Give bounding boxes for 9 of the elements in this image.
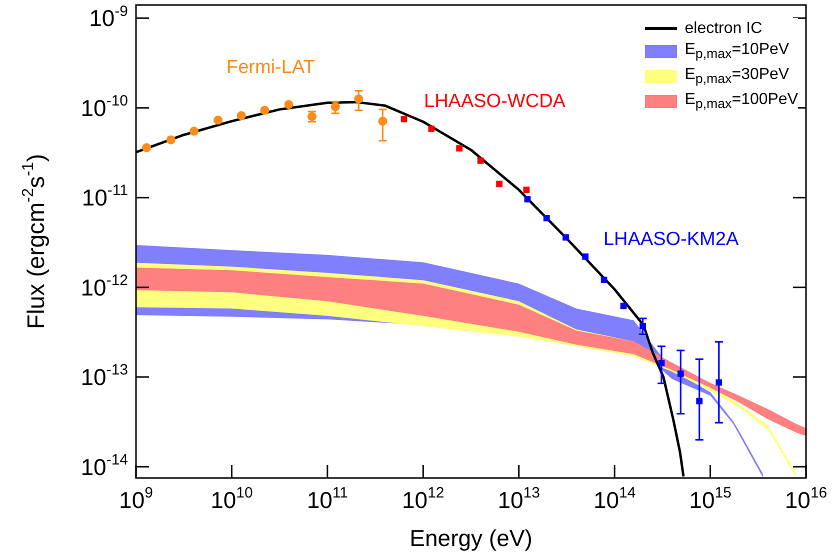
legend-label: E$_{p,max}$=100PeV xyxy=(684,90,798,114)
series-label: LHAASO-WCDA xyxy=(424,91,566,112)
legend-label: E$_{p,max}$=10PeV xyxy=(684,40,790,64)
series-label: LHAASO-KM2A xyxy=(603,229,739,250)
legend-label: electron IC xyxy=(684,19,762,39)
y-axis-title: Flux (ergcm-2s-1) xyxy=(20,154,50,330)
x-axis-title: Energy (eV) xyxy=(410,525,532,551)
series-label: Fermi-LAT xyxy=(226,56,316,78)
legend-label: E$_{p,max}$=30PeV xyxy=(684,65,790,88)
